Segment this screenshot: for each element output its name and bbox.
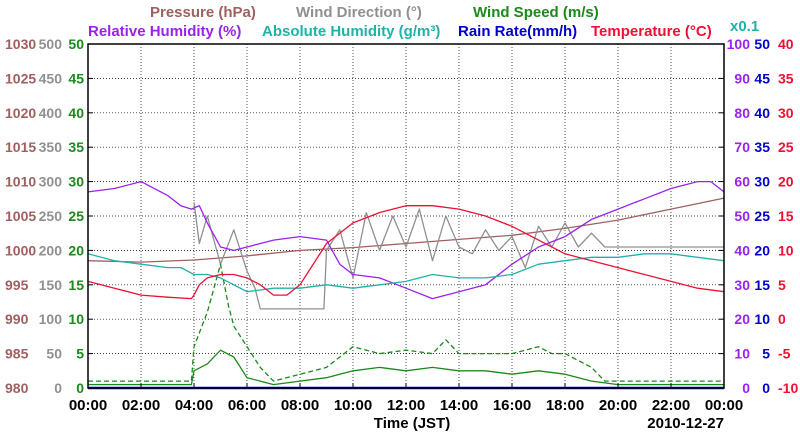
x-tick-label: 18:00 xyxy=(546,397,584,414)
x-tick-label: 04:00 xyxy=(175,397,213,414)
tick-label-pressure: 1020 xyxy=(5,105,36,121)
tick-label-rh: 90 xyxy=(734,70,750,86)
x-tick-label: 16:00 xyxy=(493,397,531,414)
tick-label-rain: 45 xyxy=(754,70,770,86)
tick-label-pressure: 1005 xyxy=(5,208,36,224)
tick-label-wind_dir: 500 xyxy=(39,36,63,52)
tick-label-rain: 5 xyxy=(762,346,770,362)
tick-label-wind_dir: 300 xyxy=(39,174,63,190)
series-ah xyxy=(87,253,725,293)
tick-label-rain: 30 xyxy=(754,174,770,190)
legend-relative-humidity: Relative Humidity (%) xyxy=(88,23,241,40)
tick-label-wind_speed: 5 xyxy=(76,346,84,362)
x-tick-label: 00:00 xyxy=(705,397,743,414)
tick-label-rh: 40 xyxy=(734,242,750,258)
tick-label-pressure: 995 xyxy=(5,277,29,293)
series-pressure xyxy=(87,197,725,263)
tick-label-rh: 0 xyxy=(742,380,750,396)
tick-label-wind_speed: 15 xyxy=(68,277,84,293)
tick-label-rain: 40 xyxy=(754,105,770,121)
tick-label-pressure: 1025 xyxy=(5,70,36,86)
x-tick-label: 00:00 xyxy=(69,397,107,414)
tick-label-wind_dir: 400 xyxy=(39,105,63,121)
tick-label-temp: 30 xyxy=(778,105,794,121)
legend-temperature: Temperature (°C) xyxy=(591,23,712,40)
tick-label-wind_speed: 20 xyxy=(68,242,84,258)
tick-label-rain: 0 xyxy=(762,380,770,396)
tick-label-wind_dir: 100 xyxy=(39,311,63,327)
tick-label-wind_dir: 150 xyxy=(39,277,63,293)
tick-label-temp: 5 xyxy=(778,277,786,293)
tick-label-temp: 10 xyxy=(778,242,794,258)
tick-label-wind_speed: 10 xyxy=(68,311,84,327)
x-tick-label: 08:00 xyxy=(281,397,319,414)
tick-label-rh: 30 xyxy=(734,277,750,293)
x-tick-label: 02:00 xyxy=(122,397,160,414)
tick-label-wind_speed: 0 xyxy=(76,380,84,396)
series-temp xyxy=(87,205,725,300)
x-axis-title: Time (JST) xyxy=(374,415,450,432)
tick-label-wind_speed: 30 xyxy=(68,174,84,190)
grid xyxy=(88,44,724,388)
x-tick-label: 20:00 xyxy=(599,397,637,414)
x-tick-label: 10:00 xyxy=(334,397,372,414)
x-tick-label: 14:00 xyxy=(440,397,478,414)
tick-label-wind_dir: 200 xyxy=(39,242,63,258)
tick-label-rain: 15 xyxy=(754,277,770,293)
tick-label-rh: 10 xyxy=(734,346,750,362)
tick-label-rh: 70 xyxy=(734,139,750,155)
legend-wind-direction: Wind Direction (°) xyxy=(296,4,422,21)
tick-label-rain: 20 xyxy=(754,242,770,258)
tick-label-wind_speed: 25 xyxy=(68,208,84,224)
legend-rain-rate: Rain Rate(mm/h) xyxy=(458,23,577,40)
tick-label-wind_speed: 35 xyxy=(68,139,84,155)
tick-label-pressure: 1030 xyxy=(5,36,36,52)
x-tick-label: 12:00 xyxy=(387,397,425,414)
tick-label-pressure: 1000 xyxy=(5,242,36,258)
tick-label-rh: 60 xyxy=(734,174,750,190)
tick-label-pressure: 985 xyxy=(5,346,29,362)
tick-label-wind_dir: 250 xyxy=(39,208,63,224)
tick-label-temp: 15 xyxy=(778,208,794,224)
tick-label-rh: 100 xyxy=(727,36,751,52)
date-label: 2010-12-27 xyxy=(647,415,724,432)
tick-label-wind_dir: 50 xyxy=(46,346,62,362)
tick-label-rain: 10 xyxy=(754,311,770,327)
tick-label-rain: 25 xyxy=(754,208,770,224)
tick-label-rh: 20 xyxy=(734,311,750,327)
tick-label-pressure: 980 xyxy=(5,380,29,396)
tick-label-wind_speed: 40 xyxy=(68,105,84,121)
legend-absolute-humidity: Absolute Humidity (g/m³) xyxy=(262,23,440,40)
tick-label-wind_speed: 45 xyxy=(68,70,84,86)
tick-label-wind_dir: 450 xyxy=(39,70,63,86)
tick-label-wind_dir: 0 xyxy=(54,380,62,396)
tick-label-temp: 20 xyxy=(778,174,794,190)
tick-label-temp: -5 xyxy=(778,346,791,362)
series-wind_speed-gust xyxy=(88,263,724,382)
tick-label-wind_speed: 50 xyxy=(68,36,84,52)
x-tick-label: 22:00 xyxy=(652,397,690,414)
tick-label-pressure: 990 xyxy=(5,311,29,327)
tick-label-rh: 50 xyxy=(734,208,750,224)
tick-label-pressure: 1010 xyxy=(5,174,36,190)
tick-label-pressure: 1015 xyxy=(5,139,36,155)
series-rh xyxy=(87,180,725,300)
axes-group: 1030102510201015101010051000995990985980… xyxy=(5,36,798,396)
legend-x01-scale: x0.1 xyxy=(730,18,759,35)
tick-label-temp: -10 xyxy=(778,380,798,396)
tick-label-wind_dir: 350 xyxy=(39,139,63,155)
tick-label-rh: 80 xyxy=(734,105,750,121)
tick-label-temp: 25 xyxy=(778,139,794,155)
x-tick-label: 06:00 xyxy=(228,397,266,414)
tick-label-temp: 35 xyxy=(778,70,794,86)
x-axis-ticks: 00:00 02:00 04:00 06:00 08:00 10:00 12:00 14:00… xyxy=(69,383,743,414)
tick-label-temp: 40 xyxy=(778,36,794,52)
tick-label-rain: 35 xyxy=(754,139,770,155)
tick-label-rain: 50 xyxy=(754,36,770,52)
series-wind_speed xyxy=(88,349,724,386)
tick-label-temp: 0 xyxy=(778,311,786,327)
legend-pressure: Pressure (hPa) xyxy=(150,4,256,21)
legend-wind-speed: Wind Speed (m/s) xyxy=(473,4,599,21)
